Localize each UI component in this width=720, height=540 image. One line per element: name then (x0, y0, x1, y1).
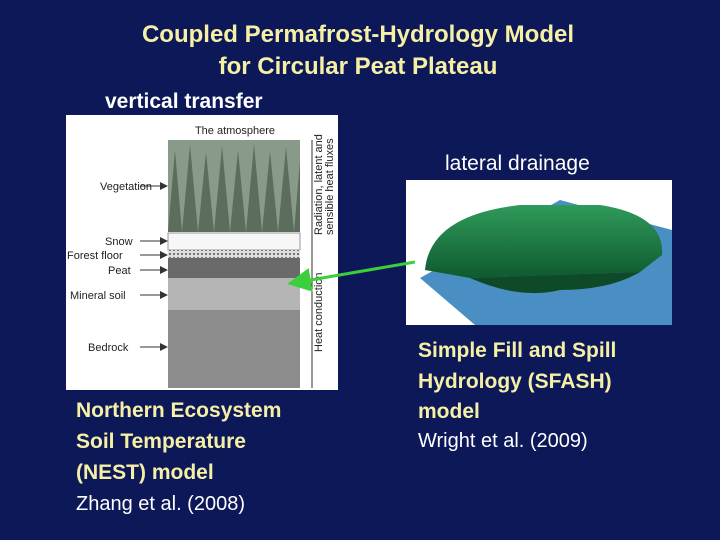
figure-label: Radiation, latent and (313, 134, 325, 235)
soil-figure (66, 115, 338, 390)
figure-label: sensible heat fluxes (324, 138, 336, 235)
layer-label: Peat (108, 265, 131, 277)
drainage-figure (406, 180, 672, 325)
model-name: model (418, 400, 480, 423)
layer-label: Vegetation (100, 181, 152, 193)
arrow (287, 260, 416, 292)
model-name: Simple Fill and Spill (418, 339, 616, 362)
right-heading: lateral drainage (445, 152, 590, 175)
model-name: (NEST) model (76, 461, 214, 484)
model-name: Soil Temperature (76, 430, 246, 453)
citation: Wright et al. (2009) (418, 430, 588, 452)
model-name: Hydrology (SFASH) (418, 370, 612, 393)
figure-label: Heat conduction (313, 273, 325, 353)
title-line: Coupled Permafrost-Hydrology Model (142, 21, 574, 48)
layer-label: Forest floor (67, 250, 123, 262)
title-line: for Circular Peat Plateau (219, 53, 498, 80)
model-name: Northern Ecosystem (76, 399, 281, 422)
left-heading: vertical transfer (105, 90, 263, 113)
figure-label: The atmosphere (195, 125, 275, 137)
layer-label: Snow (105, 236, 133, 248)
layer-label: Bedrock (88, 342, 129, 354)
layer-label: Mineral soil (70, 290, 126, 302)
citation: Zhang et al. (2008) (76, 493, 245, 515)
